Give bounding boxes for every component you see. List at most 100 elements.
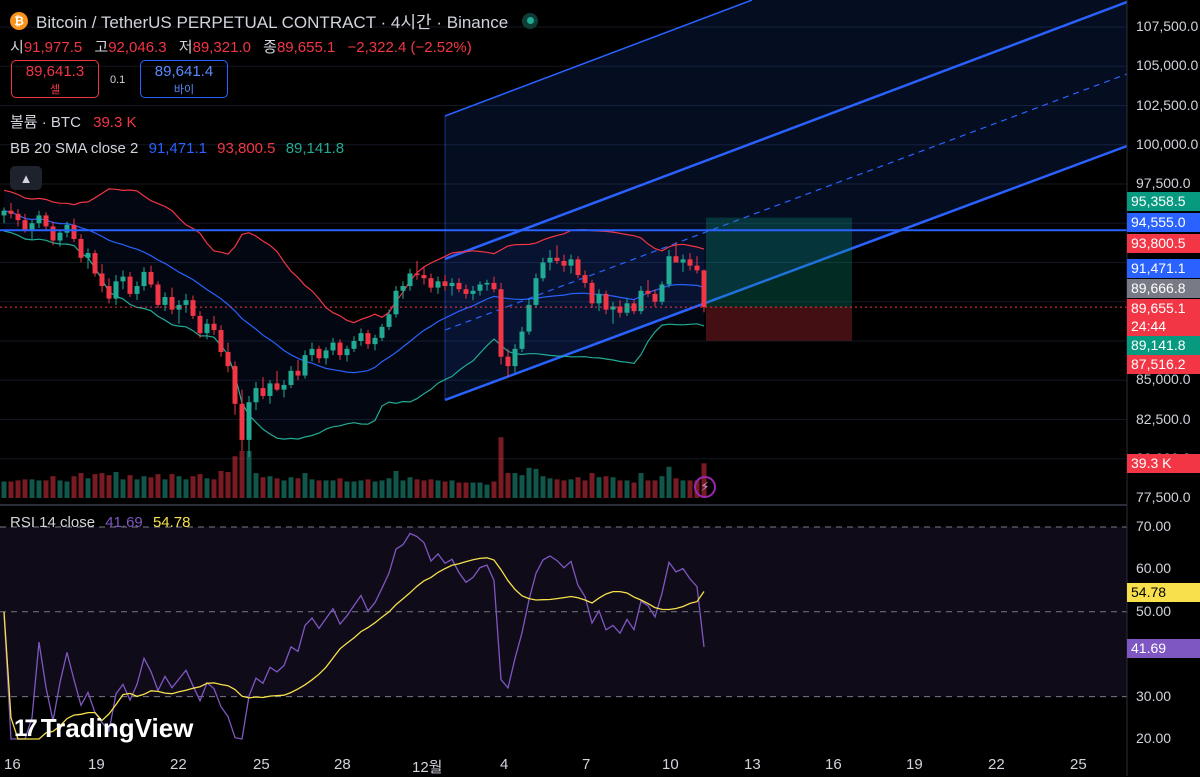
lightning-icon[interactable]: ⚡ — [694, 476, 716, 498]
bb-legend[interactable]: BB 20 SMA close 2 91,471.1 93,800.5 89,1… — [10, 140, 344, 157]
volume-bar — [358, 480, 364, 498]
buy-price: 89,641.4 — [154, 63, 214, 80]
volume-bar — [673, 478, 679, 498]
channel-top-line — [444, 0, 753, 117]
volume-bar — [71, 476, 77, 498]
price-axis-label: 77,500.0 — [1136, 489, 1191, 505]
candle-body — [260, 388, 266, 396]
close-label: 종 — [263, 39, 277, 56]
candle-body — [43, 215, 49, 227]
volume-bar — [533, 468, 539, 498]
candle-body — [281, 384, 287, 390]
price-axis-label: 102,500.0 — [1136, 96, 1199, 113]
candle-body — [92, 253, 98, 274]
volume-bar — [659, 476, 665, 498]
bb-upper-value: 93,800.5 — [217, 140, 276, 157]
rsi-legend[interactable]: RSI 14 close 41.69 54.78 — [10, 514, 190, 531]
volume-bar — [267, 476, 273, 498]
candle-body — [477, 284, 483, 291]
rsi-axis-label: 20.00 — [1136, 730, 1172, 746]
candle-body — [568, 259, 574, 266]
volume-bar — [526, 467, 532, 498]
candle-body — [99, 273, 105, 287]
bollinger-bands — [3, 188, 705, 440]
candle-body — [400, 286, 406, 291]
volume-bar — [498, 437, 504, 498]
rsi-value: 41.69 — [105, 514, 143, 531]
chart-header: ₿ Bitcoin / TetherUS PERPETUAL CONTRACT … — [10, 8, 539, 33]
brand-name: TradingView — [40, 713, 194, 743]
volume-bar — [78, 473, 84, 498]
time-axis-label: 16 — [4, 756, 21, 773]
candle-body — [295, 370, 301, 376]
time-axis-label: 16 — [825, 756, 842, 773]
candle-body — [8, 210, 14, 214]
volume-bar — [148, 477, 154, 498]
candle-body — [85, 253, 91, 258]
candle-body — [141, 271, 147, 287]
volume-legend[interactable]: 볼륨 · BTC 39.3 K — [10, 111, 136, 132]
rsi-axis-label: 50.00 — [1136, 602, 1172, 619]
volume-bar — [365, 479, 371, 498]
symbol-title[interactable]: Bitcoin / TetherUS PERPETUAL CONTRACT · … — [36, 13, 509, 32]
volume-bar — [484, 484, 490, 498]
volume-bar — [43, 480, 49, 498]
collapse-legend-button[interactable]: ▲ — [10, 166, 42, 190]
volume-bar — [344, 481, 350, 498]
candle-body — [155, 284, 161, 305]
volume-bar — [652, 480, 658, 498]
time-axis-label: 4 — [500, 756, 509, 773]
candle-body — [386, 314, 392, 327]
volume-bar — [631, 482, 637, 498]
tradingview-logo: 17 TradingView — [14, 713, 193, 744]
candle-body — [638, 290, 644, 312]
volume-bar — [162, 479, 168, 498]
high-label: 고 — [94, 39, 109, 56]
candle-body — [15, 213, 21, 221]
volume-bar — [603, 476, 609, 498]
rsi-axis-label: 30.00 — [1136, 687, 1172, 704]
candle-body — [680, 259, 686, 263]
position-target-zone — [706, 217, 852, 307]
volume-bars — [1, 437, 707, 498]
candle-body — [22, 220, 28, 230]
change-value: −2,322.4 (−2.52%) — [347, 39, 472, 56]
volume-bar — [295, 478, 301, 498]
price-axis-label: 107,500.0 — [1136, 18, 1199, 34]
candle-body — [190, 300, 196, 316]
price-tag: 95,358.5 — [1127, 192, 1200, 211]
volume-bar — [218, 470, 224, 498]
candle-body — [379, 326, 385, 338]
volume-bar — [155, 474, 161, 498]
candle-body — [610, 306, 616, 310]
volume-bar — [666, 466, 672, 498]
candle-body — [78, 238, 84, 258]
price-axis-label: 82,500.0 — [1136, 410, 1191, 427]
tradingview-mark-icon: 17 — [14, 714, 38, 742]
candle-body — [176, 304, 182, 310]
market-status-icon[interactable] — [522, 12, 539, 29]
candle-body — [673, 256, 679, 263]
low-label: 저 — [178, 39, 193, 56]
volume-bar — [92, 474, 98, 498]
grid — [0, 26, 1127, 460]
volume-bar — [302, 473, 308, 498]
candle-body — [246, 402, 252, 440]
volume-bar — [470, 482, 476, 498]
bb-lower-value: 89,141.8 — [285, 140, 345, 157]
price-tag: 91,471.1 — [1127, 259, 1200, 278]
candle-body — [106, 286, 112, 299]
volume-bar — [113, 472, 119, 498]
candle-body — [582, 275, 588, 283]
candle-body — [631, 303, 637, 312]
candle-body — [449, 282, 455, 287]
buy-button[interactable]: 89,641.4 바이 — [140, 60, 228, 98]
sell-button[interactable]: 89,641.3 셀 — [11, 60, 99, 98]
candle-body — [498, 289, 504, 357]
volume-bar — [428, 479, 434, 498]
candle-body — [316, 348, 322, 359]
candle-body — [29, 223, 35, 230]
candle-body — [183, 300, 189, 305]
low-value: 89,321.0 — [192, 39, 251, 56]
